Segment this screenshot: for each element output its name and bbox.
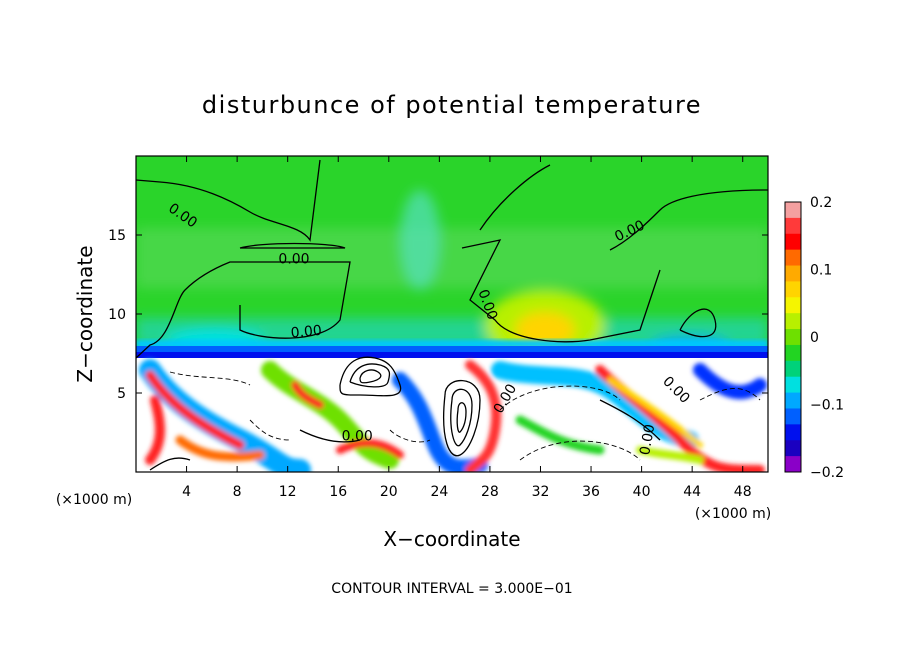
colorbar-tick-label: 0.1 (810, 263, 832, 279)
contour-label: 0.00 (637, 423, 658, 456)
x-tick-label: 4 (182, 484, 191, 500)
x-tick-label: 28 (481, 484, 499, 500)
x-tick-label: 16 (329, 484, 347, 500)
colorbar-cell (785, 265, 801, 282)
x-tick-label: 44 (683, 484, 701, 500)
colorbar-cell (785, 376, 801, 394)
plot-area: 0.000.000.000.000.000.000.000.000.00 (136, 156, 768, 472)
colorbar: 0.2 0.1 0 −0.1 −0.2 (784, 195, 844, 481)
colorbar-frame (784, 201, 802, 473)
colorbar-cells (785, 202, 801, 473)
contour-label: 0.00 (342, 428, 373, 444)
colorbar-tick-label: 0.2 (810, 195, 832, 211)
contour-interval-note: CONTOUR INTERVAL = 3.000E−01 (331, 581, 572, 597)
colorbar-cell (785, 249, 801, 267)
x-unit-right: (×1000 m) (695, 506, 771, 522)
colorbar-cell (785, 456, 801, 473)
chart-title: disturbunce of potential temperature (202, 91, 702, 119)
colorbar-cell (785, 392, 801, 409)
x-tick-label: 20 (380, 484, 398, 500)
colorbar-labels: 0.2 0.1 0 −0.1 −0.2 (810, 195, 844, 481)
x-tick-label: 36 (582, 484, 600, 500)
x-axis-label: X−coordinate (383, 527, 520, 551)
colorbar-cell (785, 297, 801, 314)
x-unit-left: (×1000 m) (56, 492, 132, 508)
y-axis-label: Z−coordinate (73, 245, 97, 382)
colorbar-cell (785, 344, 801, 362)
x-tick-label: 40 (633, 484, 651, 500)
colorbar-cell (785, 440, 801, 457)
colorbar-cell (785, 360, 801, 378)
cold-layer-band (136, 340, 768, 358)
colorbar-tick-label: 0 (810, 330, 819, 346)
y-tick-label: 10 (108, 307, 126, 323)
colorbar-cell (785, 329, 801, 346)
x-tick-labels: 4 8 12 16 20 24 28 32 36 40 44 48 (182, 484, 752, 500)
colorbar-cell (785, 202, 801, 219)
colorbar-tick-label: −0.1 (810, 398, 844, 414)
x-tick-label: 32 (532, 484, 550, 500)
dashed-contours (169, 371, 761, 461)
x-tick-label: 24 (430, 484, 448, 500)
contour-lines (136, 159, 768, 471)
x-tick-label: 48 (734, 484, 752, 500)
colorbar-cell (785, 281, 801, 298)
y-tick-labels: 5 10 15 (108, 228, 126, 402)
colorbar-cell (785, 233, 801, 251)
lower-turbulent-region (136, 358, 768, 472)
y-tick-label: 5 (117, 386, 126, 402)
colorbar-cell (785, 313, 801, 330)
colorbar-cell (785, 217, 801, 235)
colorbar-cell (785, 408, 801, 425)
colorbar-tick-label: −0.2 (810, 465, 844, 481)
contour-label: 0.00 (278, 251, 309, 267)
x-tick-label: 12 (279, 484, 297, 500)
y-tick-label: 15 (108, 228, 126, 244)
contour-label: 0.00 (290, 323, 322, 342)
colorbar-cell (785, 424, 801, 441)
x-tick-label: 8 (233, 484, 242, 500)
axis-ticks (136, 156, 768, 472)
